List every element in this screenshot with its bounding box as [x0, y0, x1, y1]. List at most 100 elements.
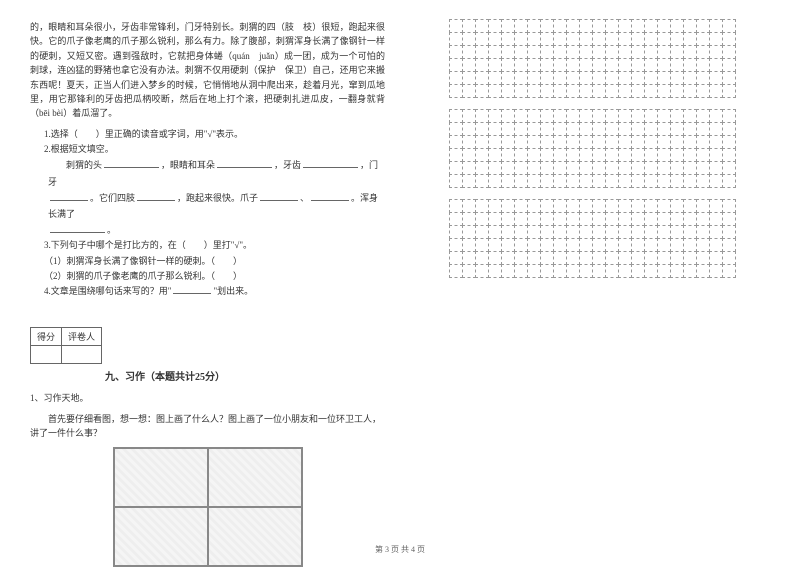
grid-cell[interactable]	[553, 251, 567, 265]
grid-cell[interactable]	[579, 161, 593, 175]
grid-cell[interactable]	[462, 45, 476, 59]
grid-cell[interactable]	[644, 32, 658, 46]
grid-cell[interactable]	[683, 148, 697, 162]
grid-cell[interactable]	[722, 148, 736, 162]
grid-cell[interactable]	[670, 71, 684, 85]
grid-cell[interactable]	[618, 148, 632, 162]
grid-cell[interactable]	[527, 148, 541, 162]
grid-cell[interactable]	[709, 45, 723, 59]
grid-cell[interactable]	[618, 45, 632, 59]
grid-cell[interactable]	[722, 264, 736, 278]
grid-cell[interactable]	[488, 19, 502, 33]
grid-cell[interactable]	[618, 122, 632, 136]
grid-cell[interactable]	[527, 32, 541, 46]
grid-cell[interactable]	[709, 84, 723, 98]
grid-cell[interactable]	[592, 148, 606, 162]
grid-cell[interactable]	[475, 238, 489, 252]
grid-cell[interactable]	[722, 135, 736, 149]
grid-cell[interactable]	[540, 84, 554, 98]
blank[interactable]	[311, 191, 349, 201]
grid-cell[interactable]	[527, 161, 541, 175]
grid-cell[interactable]	[462, 58, 476, 72]
grid-cell[interactable]	[644, 135, 658, 149]
grid-cell[interactable]	[631, 264, 645, 278]
grid-cell[interactable]	[488, 71, 502, 85]
grid-cell[interactable]	[683, 161, 697, 175]
grid-cell[interactable]	[618, 71, 632, 85]
grid-cell[interactable]	[605, 45, 619, 59]
grid-cell[interactable]	[527, 84, 541, 98]
grid-cell[interactable]	[709, 122, 723, 136]
grid-cell[interactable]	[449, 238, 463, 252]
grid-cell[interactable]	[462, 199, 476, 213]
grid-cell[interactable]	[605, 238, 619, 252]
grid-cell[interactable]	[696, 84, 710, 98]
grid-cell[interactable]	[488, 84, 502, 98]
grid-cell[interactable]	[657, 32, 671, 46]
grid-cell[interactable]	[722, 161, 736, 175]
grid-cell[interactable]	[670, 45, 684, 59]
grid-cell[interactable]	[592, 212, 606, 226]
grid-cell[interactable]	[449, 225, 463, 239]
grid-cell[interactable]	[696, 225, 710, 239]
grid-cell[interactable]	[696, 19, 710, 33]
grid-cell[interactable]	[644, 199, 658, 213]
grid-cell[interactable]	[722, 174, 736, 188]
grid-cell[interactable]	[501, 122, 515, 136]
grid-cell[interactable]	[579, 84, 593, 98]
grid-cell[interactable]	[527, 251, 541, 265]
grid-cell[interactable]	[579, 212, 593, 226]
grid-cell[interactable]	[670, 122, 684, 136]
grid-cell[interactable]	[631, 161, 645, 175]
grid-cell[interactable]	[488, 251, 502, 265]
grid-cell[interactable]	[540, 238, 554, 252]
grid-cell[interactable]	[605, 109, 619, 123]
grid-cell[interactable]	[501, 84, 515, 98]
grid-cell[interactable]	[475, 32, 489, 46]
grid-cell[interactable]	[501, 109, 515, 123]
grid-cell[interactable]	[605, 84, 619, 98]
grid-cell[interactable]	[683, 58, 697, 72]
grid-cell[interactable]	[592, 199, 606, 213]
grid-cell[interactable]	[553, 238, 567, 252]
grid-cell[interactable]	[475, 109, 489, 123]
grid-cell[interactable]	[709, 199, 723, 213]
grid-cell[interactable]	[514, 45, 528, 59]
grid-cell[interactable]	[527, 238, 541, 252]
grid-cell[interactable]	[683, 71, 697, 85]
grid-cell[interactable]	[579, 32, 593, 46]
grid-cell[interactable]	[605, 32, 619, 46]
grid-cell[interactable]	[566, 84, 580, 98]
grid-cell[interactable]	[592, 161, 606, 175]
grid-cell[interactable]	[605, 251, 619, 265]
grid-cell[interactable]	[657, 212, 671, 226]
grid-cell[interactable]	[527, 58, 541, 72]
grid-cell[interactable]	[540, 161, 554, 175]
grid-cell[interactable]	[579, 251, 593, 265]
grid-cell[interactable]	[696, 238, 710, 252]
grid-cell[interactable]	[527, 174, 541, 188]
grid-cell[interactable]	[644, 58, 658, 72]
grid-cell[interactable]	[670, 251, 684, 265]
grid-cell[interactable]	[566, 58, 580, 72]
grid-cell[interactable]	[683, 264, 697, 278]
grid-cell[interactable]	[670, 84, 684, 98]
grid-cell[interactable]	[605, 122, 619, 136]
grid-cell[interactable]	[631, 109, 645, 123]
grid-cell[interactable]	[475, 135, 489, 149]
grid-cell[interactable]	[579, 58, 593, 72]
grid-cell[interactable]	[644, 174, 658, 188]
grid-cell[interactable]	[722, 84, 736, 98]
grid-cell[interactable]	[605, 135, 619, 149]
grid-cell[interactable]	[592, 19, 606, 33]
grid-cell[interactable]	[644, 71, 658, 85]
grid-cell[interactable]	[683, 251, 697, 265]
grid-cell[interactable]	[462, 71, 476, 85]
grid-cell[interactable]	[657, 19, 671, 33]
grid-cell[interactable]	[514, 264, 528, 278]
grid-cell[interactable]	[696, 58, 710, 72]
grid-cell[interactable]	[514, 84, 528, 98]
grid-cell[interactable]	[488, 58, 502, 72]
grid-cell[interactable]	[579, 238, 593, 252]
grid-cell[interactable]	[475, 71, 489, 85]
